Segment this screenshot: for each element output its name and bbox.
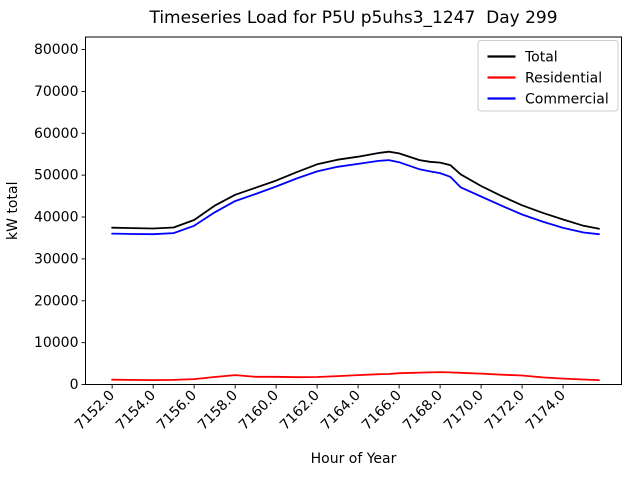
y-tick-label: 60000 <box>34 126 79 142</box>
x-tick-label: 7156.0 <box>154 388 200 434</box>
x-tick-label: 7154.0 <box>113 388 159 434</box>
legend-entry: Residential <box>487 70 602 86</box>
x-axis-ticks: 7152.07154.07156.07158.07160.07162.07164… <box>72 384 569 434</box>
y-tick-label: 40000 <box>34 210 79 226</box>
x-tick-label: 7164.0 <box>318 388 364 434</box>
series-residential-line <box>111 371 600 382</box>
legend-entry: Total <box>487 49 558 65</box>
x-tick-label: 7166.0 <box>359 388 405 434</box>
x-tick-label: 7174.0 <box>523 388 569 434</box>
legend-entries: Total Residential Commercial <box>487 49 609 107</box>
series-total-line <box>111 150 600 230</box>
plot-area <box>85 36 622 385</box>
x-tick-label: 7162.0 <box>277 388 323 434</box>
y-axis-label: kW total <box>5 182 21 240</box>
y-tick-label: 70000 <box>34 84 79 100</box>
series-commercial-line <box>111 159 600 236</box>
y-tick-label: 30000 <box>34 251 79 267</box>
x-axis-label: Hour of Year <box>311 451 397 467</box>
legend-label: Total <box>524 49 558 65</box>
x-tick-label: 7158.0 <box>195 388 241 434</box>
x-tick-label: 7170.0 <box>441 388 487 434</box>
legend-label: Commercial <box>525 91 609 107</box>
series-lines <box>111 150 600 382</box>
x-tick-label: 7152.0 <box>72 388 118 434</box>
legend: Total Residential Commercial <box>477 40 619 112</box>
x-tick-label: 7172.0 <box>482 388 528 434</box>
y-tick-label: 80000 <box>34 42 79 58</box>
y-axis-ticks: 0 10000 20000 30000 40000 50000 60000 70000 8000… <box>34 42 86 393</box>
legend-box <box>477 40 619 112</box>
y-tick-label: 0 <box>70 377 79 393</box>
x-tick-label: 7160.0 <box>236 388 282 434</box>
y-tick-label: 50000 <box>34 168 79 184</box>
chart-title: Timeseries Load for P5U p5uhs3_1247 Day … <box>148 8 557 28</box>
x-tick-label: 7168.0 <box>400 388 446 434</box>
legend-label: Residential <box>525 70 602 86</box>
y-tick-label: 10000 <box>34 335 79 351</box>
legend-entry: Commercial <box>487 91 609 107</box>
y-tick-label: 20000 <box>34 293 79 309</box>
